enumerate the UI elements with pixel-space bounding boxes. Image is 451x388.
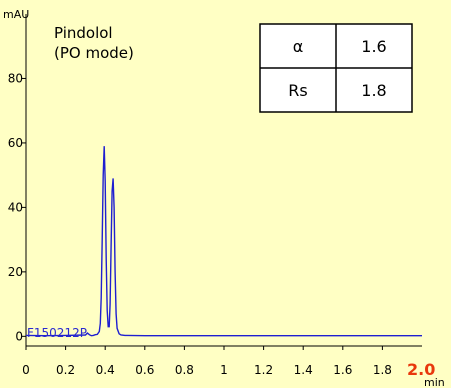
table-cell-alpha-label: α bbox=[293, 37, 304, 56]
y-tick-group: 0 20 40 60 80 bbox=[8, 71, 26, 343]
chart-subtitle: (PO mode) bbox=[54, 44, 134, 62]
x-tick-label: 1.6 bbox=[333, 363, 352, 377]
x-tick-group: 0 0.2 0.4 0.6 0.8 1 1.2 1.4 1.6 1.8 bbox=[22, 346, 392, 377]
x-tick-label: 1.4 bbox=[294, 363, 313, 377]
x-tick-label: 0 bbox=[22, 363, 30, 377]
x-tick-label: 1.8 bbox=[373, 363, 392, 377]
sample-id-label: F150212P bbox=[27, 326, 87, 340]
y-axis-unit-label: mAU bbox=[3, 8, 29, 21]
y-tick-label: 80 bbox=[8, 71, 23, 85]
y-tick-label: 40 bbox=[8, 200, 23, 214]
y-tick-label: 0 bbox=[15, 329, 23, 343]
x-tick-label: 0.2 bbox=[56, 363, 75, 377]
chart-title: Pindolol bbox=[54, 24, 113, 42]
x-tick-label: 0.6 bbox=[135, 363, 154, 377]
y-tick-label: 60 bbox=[8, 136, 23, 150]
table-cell-rs-value: 1.8 bbox=[361, 81, 386, 100]
x-tick-label: 0.4 bbox=[96, 363, 115, 377]
chromatogram-trace-line bbox=[25, 146, 422, 337]
x-axis-unit-label: min bbox=[424, 376, 445, 388]
x-tick-label: 1 bbox=[220, 363, 228, 377]
x-tick-label: 0.8 bbox=[175, 363, 194, 377]
x-tick-label: 1.2 bbox=[254, 363, 273, 377]
y-tick-label: 20 bbox=[8, 265, 23, 279]
table-cell-alpha-value: 1.6 bbox=[361, 37, 386, 56]
results-table: α 1.6 Rs 1.8 bbox=[259, 23, 413, 113]
table-cell-rs-label: Rs bbox=[288, 81, 307, 100]
x-axis-end-label: 2.0 bbox=[407, 360, 435, 379]
